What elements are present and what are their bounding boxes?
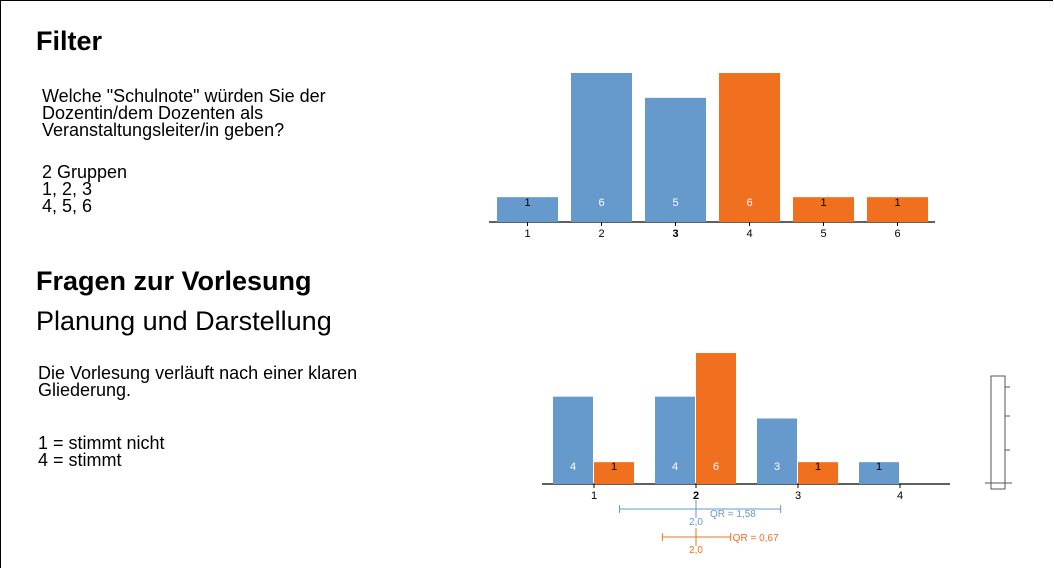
bar <box>757 418 797 484</box>
bar-value-label: 1 <box>815 461 821 473</box>
x-tick-label: 2 <box>693 490 699 502</box>
bar-value-label: 1 <box>611 461 617 473</box>
bar-value-label: 1 <box>524 197 530 209</box>
bar <box>645 97 706 222</box>
question-line: Welche "Schulnote" würden Sie der <box>42 86 326 106</box>
scale-box <box>990 375 1006 490</box>
question-line: Dozentin/dem Dozenten als <box>42 103 264 123</box>
scale-line: 4 = stimmt <box>38 450 122 470</box>
question-line: Veranstaltungsleiter/in geben? <box>42 120 285 140</box>
group-line: 2 Gruppen <box>42 162 128 182</box>
bar-value-label: 4 <box>672 461 678 473</box>
x-tick-label: 5 <box>820 228 826 240</box>
bar <box>571 73 632 222</box>
bar <box>793 197 854 222</box>
bar <box>798 462 838 484</box>
bar-value-label: 5 <box>672 197 678 209</box>
bar-value-label: 6 <box>746 197 752 209</box>
bar-value-label: 6 <box>598 197 604 209</box>
scale-line: 1 = stimmt nicht <box>38 433 165 453</box>
bar <box>867 197 928 222</box>
bar-value-label: 6 <box>713 461 719 473</box>
x-tick-label: 1 <box>524 228 530 240</box>
bar-value-label: 4 <box>570 461 576 473</box>
lecture-question: Die Vorlesung verläuft nach einer klaren… <box>38 363 358 400</box>
bar <box>497 197 558 222</box>
question-line: Die Vorlesung verläuft nach einer klaren <box>38 363 358 383</box>
x-tick-label: 4 <box>897 490 903 502</box>
filter-question: Welche "Schulnote" würden Sie der Dozent… <box>42 86 326 140</box>
bar <box>655 396 695 484</box>
x-tick-label: 3 <box>795 490 801 502</box>
bar <box>696 353 736 484</box>
quartile-range-label: QR = 0,67 <box>733 533 779 544</box>
x-tick-label: 4 <box>746 228 752 240</box>
filter-groups: 2 Gruppen 1, 2, 3 4, 5, 6 <box>42 162 128 216</box>
x-tick-label: 1 <box>591 490 597 502</box>
section-title-filter: Filter <box>36 26 103 56</box>
group-line: 1, 2, 3 <box>42 179 93 199</box>
group-line: 4, 5, 6 <box>42 196 93 216</box>
x-tick-label: 3 <box>672 228 678 240</box>
quartile-range-label: QR = 1,58 <box>710 509 756 520</box>
median-label: 2,0 <box>689 545 703 556</box>
bar <box>859 462 899 484</box>
section-subtitle: Planung und Darstellung <box>36 306 332 336</box>
bar <box>594 462 634 484</box>
section-title-questions: Fragen zur Vorlesung <box>36 266 312 296</box>
bar <box>553 396 593 484</box>
bar <box>719 73 780 222</box>
x-tick-label: 6 <box>894 228 900 240</box>
bar-value-label: 3 <box>774 461 780 473</box>
lecture-scale: 1 = stimmt nicht 4 = stimmt <box>38 433 165 470</box>
x-tick-label: 2 <box>598 228 604 240</box>
bar-value-label: 1 <box>894 197 900 209</box>
question-line: Gliederung. <box>38 380 132 400</box>
bar-value-label: 1 <box>876 461 882 473</box>
median-label: 2,0 <box>689 517 703 528</box>
bar-value-label: 1 <box>820 197 826 209</box>
